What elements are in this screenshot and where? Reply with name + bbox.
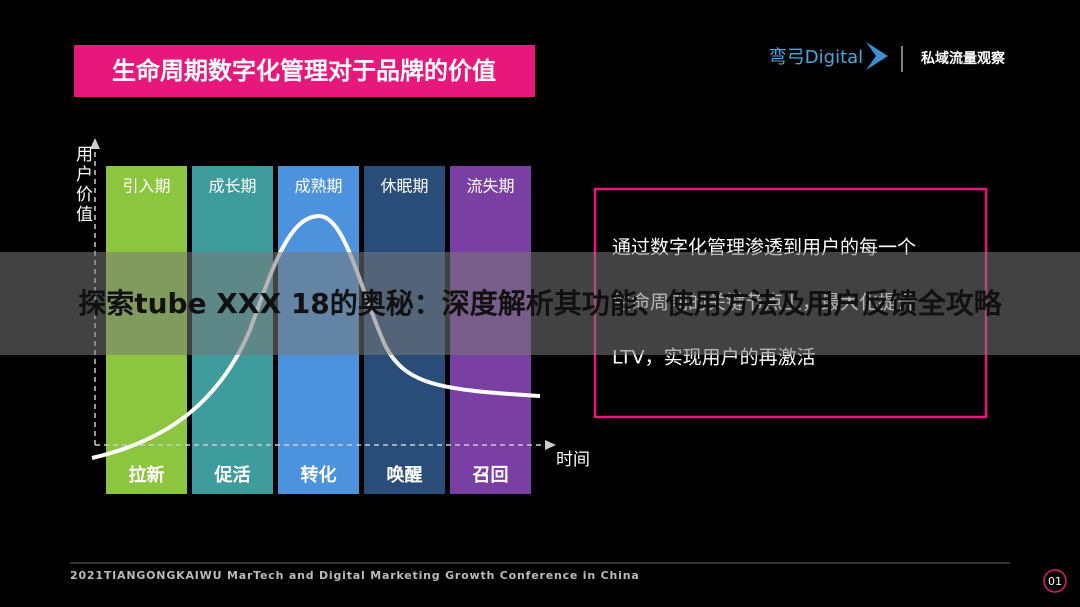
brand-logo: [866, 42, 888, 70]
stage-name: 休眠期: [380, 177, 428, 196]
y-arrow: [90, 138, 100, 149]
brand: 弯弓Digital: [769, 47, 863, 68]
page-number: 01: [1048, 575, 1062, 588]
stage-name: 成熟期: [294, 177, 342, 196]
title-box: [74, 45, 535, 97]
slide-title: 生命周期数字化管理对于品牌的价值: [112, 57, 496, 85]
stage-name: 成长期: [208, 177, 256, 196]
footer: 2021TIANGONGKAIWU MarTech and Digital Ma…: [70, 569, 640, 582]
overlay-banner: 探索tube XXX 18的奥秘：深度解析其功能、使用方法及用户反馈全攻略: [0, 252, 1080, 355]
page-badge: [1043, 569, 1067, 593]
x-axis-label: 时间: [556, 450, 590, 470]
stage-action: 唤醒: [387, 464, 423, 486]
stage-name: 引入期: [122, 177, 170, 196]
stage-action: 转化: [301, 464, 337, 486]
brand-tagline: 私域流量观察: [921, 50, 1006, 67]
y-axis-label: 用户价值: [76, 145, 93, 225]
stage-action: 召回: [473, 465, 509, 486]
lifecycle-curve: [91, 213, 541, 460]
stage-name: 流失期: [466, 177, 514, 196]
overlay-headline: 探索tube XXX 18的奥秘：深度解析其功能、使用方法及用户反馈全攻略: [78, 286, 1002, 320]
x-arrow: [545, 440, 556, 450]
stage-action: 拉新: [129, 464, 165, 486]
stage-action: 促活: [214, 464, 251, 486]
